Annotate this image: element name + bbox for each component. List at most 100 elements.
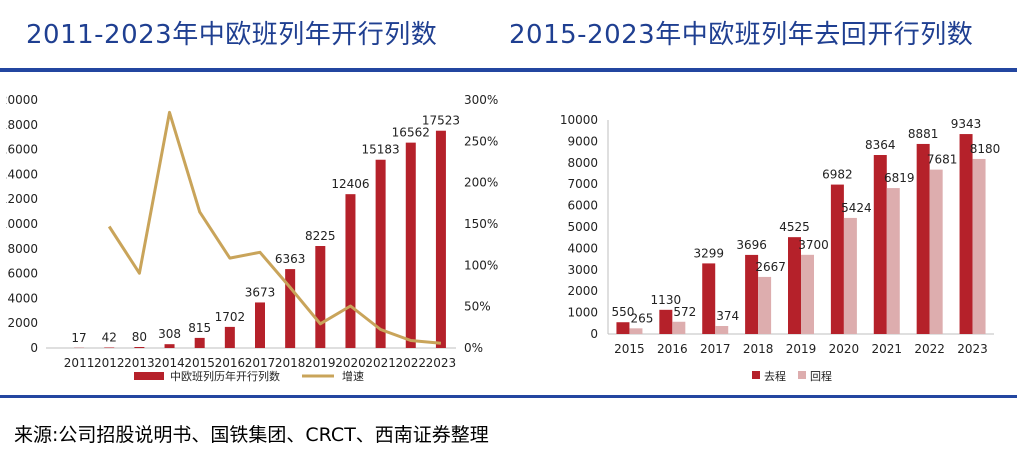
bar-outbound	[830, 184, 844, 334]
bar-value-label-return: 3700	[798, 238, 829, 252]
bar-value-label: 42	[102, 330, 117, 344]
bar-return	[886, 188, 900, 334]
y-tick-label: 8000	[567, 156, 598, 170]
bar-outbound	[959, 134, 973, 334]
bar-value-label: 1702	[215, 310, 246, 324]
bar-outbound	[916, 143, 930, 334]
bar-outbound	[659, 309, 673, 334]
bar-annual-trains	[405, 142, 416, 348]
bar-value-label-return: 572	[673, 305, 696, 319]
x-tick-label: 2021	[365, 356, 396, 370]
legend-swatch-outbound	[752, 371, 760, 379]
bar-annual-trains	[134, 347, 145, 348]
y-tick-label: 4000	[567, 241, 598, 255]
x-tick-label: 2015	[614, 342, 645, 356]
header-divider	[0, 68, 1017, 72]
bar-value-label-outbound: 3299	[693, 246, 724, 260]
bar-annual-trains	[315, 246, 326, 348]
x-tick-label: 2016	[215, 356, 246, 370]
y-left-tick-label: 12000	[6, 192, 38, 206]
x-tick-label: 2013	[124, 356, 155, 370]
bar-value-label-return: 5424	[841, 201, 872, 215]
legend-swatch-return	[798, 371, 806, 379]
bar-value-label-outbound: 3696	[736, 238, 767, 252]
bar-return	[972, 158, 986, 334]
legend-swatch-bars	[134, 372, 164, 380]
bar-return	[929, 169, 943, 334]
left-chart-title: 2011-2023年中欧班列年开行列数	[26, 20, 438, 50]
y-left-tick-label: 4000	[7, 291, 38, 305]
bar-annual-trains	[104, 347, 115, 348]
y-right-tick-label: 150%	[464, 217, 498, 231]
x-tick-label: 2020	[829, 342, 860, 356]
bar-value-label-return: 2667	[755, 260, 786, 274]
x-tick-label: 2011	[64, 356, 95, 370]
y-tick-label: 10000	[560, 113, 598, 127]
growth-rate-line	[107, 110, 442, 345]
annual-trains-chart-svg: 0 2000 4000 6000 8000 10000 12000 14000 16000 180…	[0, 93, 498, 383]
bar-return	[843, 217, 857, 334]
x-tick-label: 2017	[245, 356, 276, 370]
bar-outbound	[702, 263, 716, 334]
bar-outbound	[745, 254, 759, 334]
y-left-tick-label: 16000	[6, 143, 38, 157]
x-tick-label: 2014	[154, 356, 185, 370]
y-left-tick-label: 18000	[6, 118, 38, 132]
bar-value-label-outbound: 550	[611, 305, 634, 319]
bar-return	[715, 325, 729, 334]
y-right-tick-label: 250%	[464, 134, 498, 148]
x-tick-label: 2022	[395, 356, 426, 370]
bar-value-label: 6363	[275, 252, 306, 266]
bar-value-label: 15183	[362, 143, 400, 157]
footer-divider	[0, 395, 1017, 398]
x-tick-label: 2018	[275, 356, 306, 370]
y-left-tick-label: 2000	[7, 316, 38, 330]
bar-value-label: 8225	[305, 229, 336, 243]
bar-value-label-outbound: 6982	[822, 168, 853, 182]
y-right-tick-label: 300%	[464, 93, 498, 107]
x-tick-label: 2018	[743, 342, 774, 356]
bar-value-label-return: 7681	[927, 153, 958, 167]
bar-return	[629, 328, 643, 334]
x-tick-label: 2020	[335, 356, 366, 370]
y-right-tick-label: 200%	[464, 176, 498, 190]
x-tick-label: 2023	[426, 356, 457, 370]
bar-value-label: 17523	[422, 114, 460, 128]
bar-value-label-return: 265	[630, 311, 653, 325]
bar-return	[801, 254, 814, 334]
annual-trains-chart: 0 2000 4000 6000 8000 10000 12000 14000 16000 180…	[0, 82, 504, 392]
y-left-tick-label: 8000	[7, 242, 38, 256]
bar-outbound	[788, 237, 801, 334]
bar-annual-trains	[375, 159, 386, 348]
x-tick-label: 2019	[786, 342, 817, 356]
y-left-tick-label: 20000	[6, 93, 38, 107]
x-tick-label: 2012	[94, 356, 125, 370]
bar-value-label: 12406	[331, 177, 369, 191]
bar-return	[672, 321, 686, 334]
bar-annual-trains	[194, 337, 205, 348]
y-right-tick-label: 0%	[464, 341, 483, 355]
bar-value-label: 815	[188, 321, 211, 335]
bar-value-label: 3673	[245, 285, 276, 299]
bar-annual-trains	[255, 302, 265, 348]
y-right-tick-label: 50%	[464, 300, 491, 314]
y-left-tick-label: 0	[30, 341, 38, 355]
y-tick-label: 7000	[567, 177, 598, 191]
legend-label-return: 回程	[810, 370, 832, 383]
y-tick-label: 1000	[567, 306, 598, 320]
x-tick-label: 2015	[184, 356, 215, 370]
bar-value-label-outbound: 9343	[951, 117, 982, 131]
right-chart-title: 2015-2023年中欧班列年去回开行列数	[509, 20, 974, 50]
y-tick-label: 5000	[567, 220, 598, 234]
legend-label-outbound: 去程	[764, 370, 786, 383]
y-left-tick-label: 14000	[6, 167, 38, 181]
bar-return	[758, 276, 772, 334]
x-tick-label: 2016	[657, 342, 688, 356]
bar-value-label-outbound: 1130	[651, 293, 682, 307]
bar-value-label-return: 374	[716, 309, 739, 323]
x-tick-label: 2019	[305, 356, 336, 370]
y-tick-label: 3000	[567, 263, 598, 277]
bar-annual-trains	[435, 130, 446, 348]
y-tick-label: 0	[590, 327, 598, 341]
y-left-tick-label: 10000	[6, 217, 38, 231]
